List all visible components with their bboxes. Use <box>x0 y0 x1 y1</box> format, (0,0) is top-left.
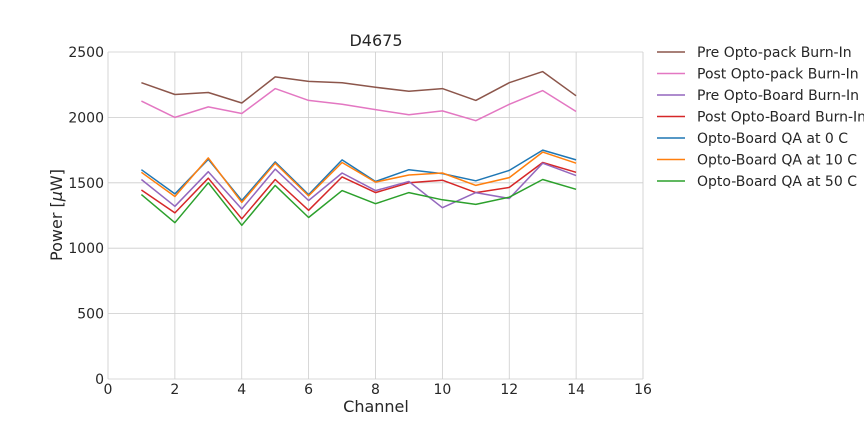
y-tick-label: 500 <box>77 307 104 323</box>
chart-title: D4675 <box>349 31 402 50</box>
y-axis-title-prefix: Power [ <box>47 201 66 261</box>
legend-label: Pre Opto-Board Burn-In <box>697 88 859 104</box>
series-line <box>140 161 577 220</box>
x-tick-label: 0 <box>104 382 113 398</box>
series-line <box>141 87 577 122</box>
y-axis-ticks: 0 500 1000 1500 2000 2500 <box>68 45 104 388</box>
y-tick-label: 1500 <box>68 176 104 192</box>
legend: Pre Opto-pack Burn-In Post Opto-pack Burn… <box>657 45 864 190</box>
legend-label: Opto-Board QA at 50 C <box>697 174 857 190</box>
x-tick-label: 12 <box>500 382 518 398</box>
legend-label: Pre Opto-pack Burn-In <box>697 45 852 61</box>
x-tick-label: 8 <box>371 382 380 398</box>
y-tick-label: 0 <box>95 372 104 388</box>
y-axis-title-suffix: W] <box>47 169 66 191</box>
x-tick-label: 10 <box>433 382 451 398</box>
series-line <box>141 70 577 104</box>
series-line <box>140 178 577 227</box>
y-tick-label: 1000 <box>68 241 104 257</box>
x-tick-label: 14 <box>567 382 585 398</box>
series-line <box>140 162 577 210</box>
series-layer <box>140 70 577 227</box>
legend-label: Opto-Board QA at 0 C <box>697 131 848 147</box>
y-tick-label: 2500 <box>68 45 104 61</box>
legend-label: Opto-Board QA at 10 C <box>697 153 857 169</box>
x-tick-label: 2 <box>170 382 179 398</box>
legend-label: Post Opto-pack Burn-In <box>697 67 859 83</box>
x-axis-title: Channel <box>343 397 409 416</box>
x-tick-label: 4 <box>237 382 246 398</box>
x-tick-label: 16 <box>634 382 652 398</box>
legend-label: Post Opto-Board Burn-In <box>697 110 864 126</box>
y-tick-label: 2000 <box>68 110 104 126</box>
series-line <box>140 151 577 204</box>
y-axis-title: Power [μW] <box>47 169 66 261</box>
y-axis-title-unit: μ <box>47 191 66 202</box>
x-axis-ticks: 0 2 4 6 8 10 12 14 16 <box>104 382 652 398</box>
x-tick-label: 6 <box>304 382 313 398</box>
